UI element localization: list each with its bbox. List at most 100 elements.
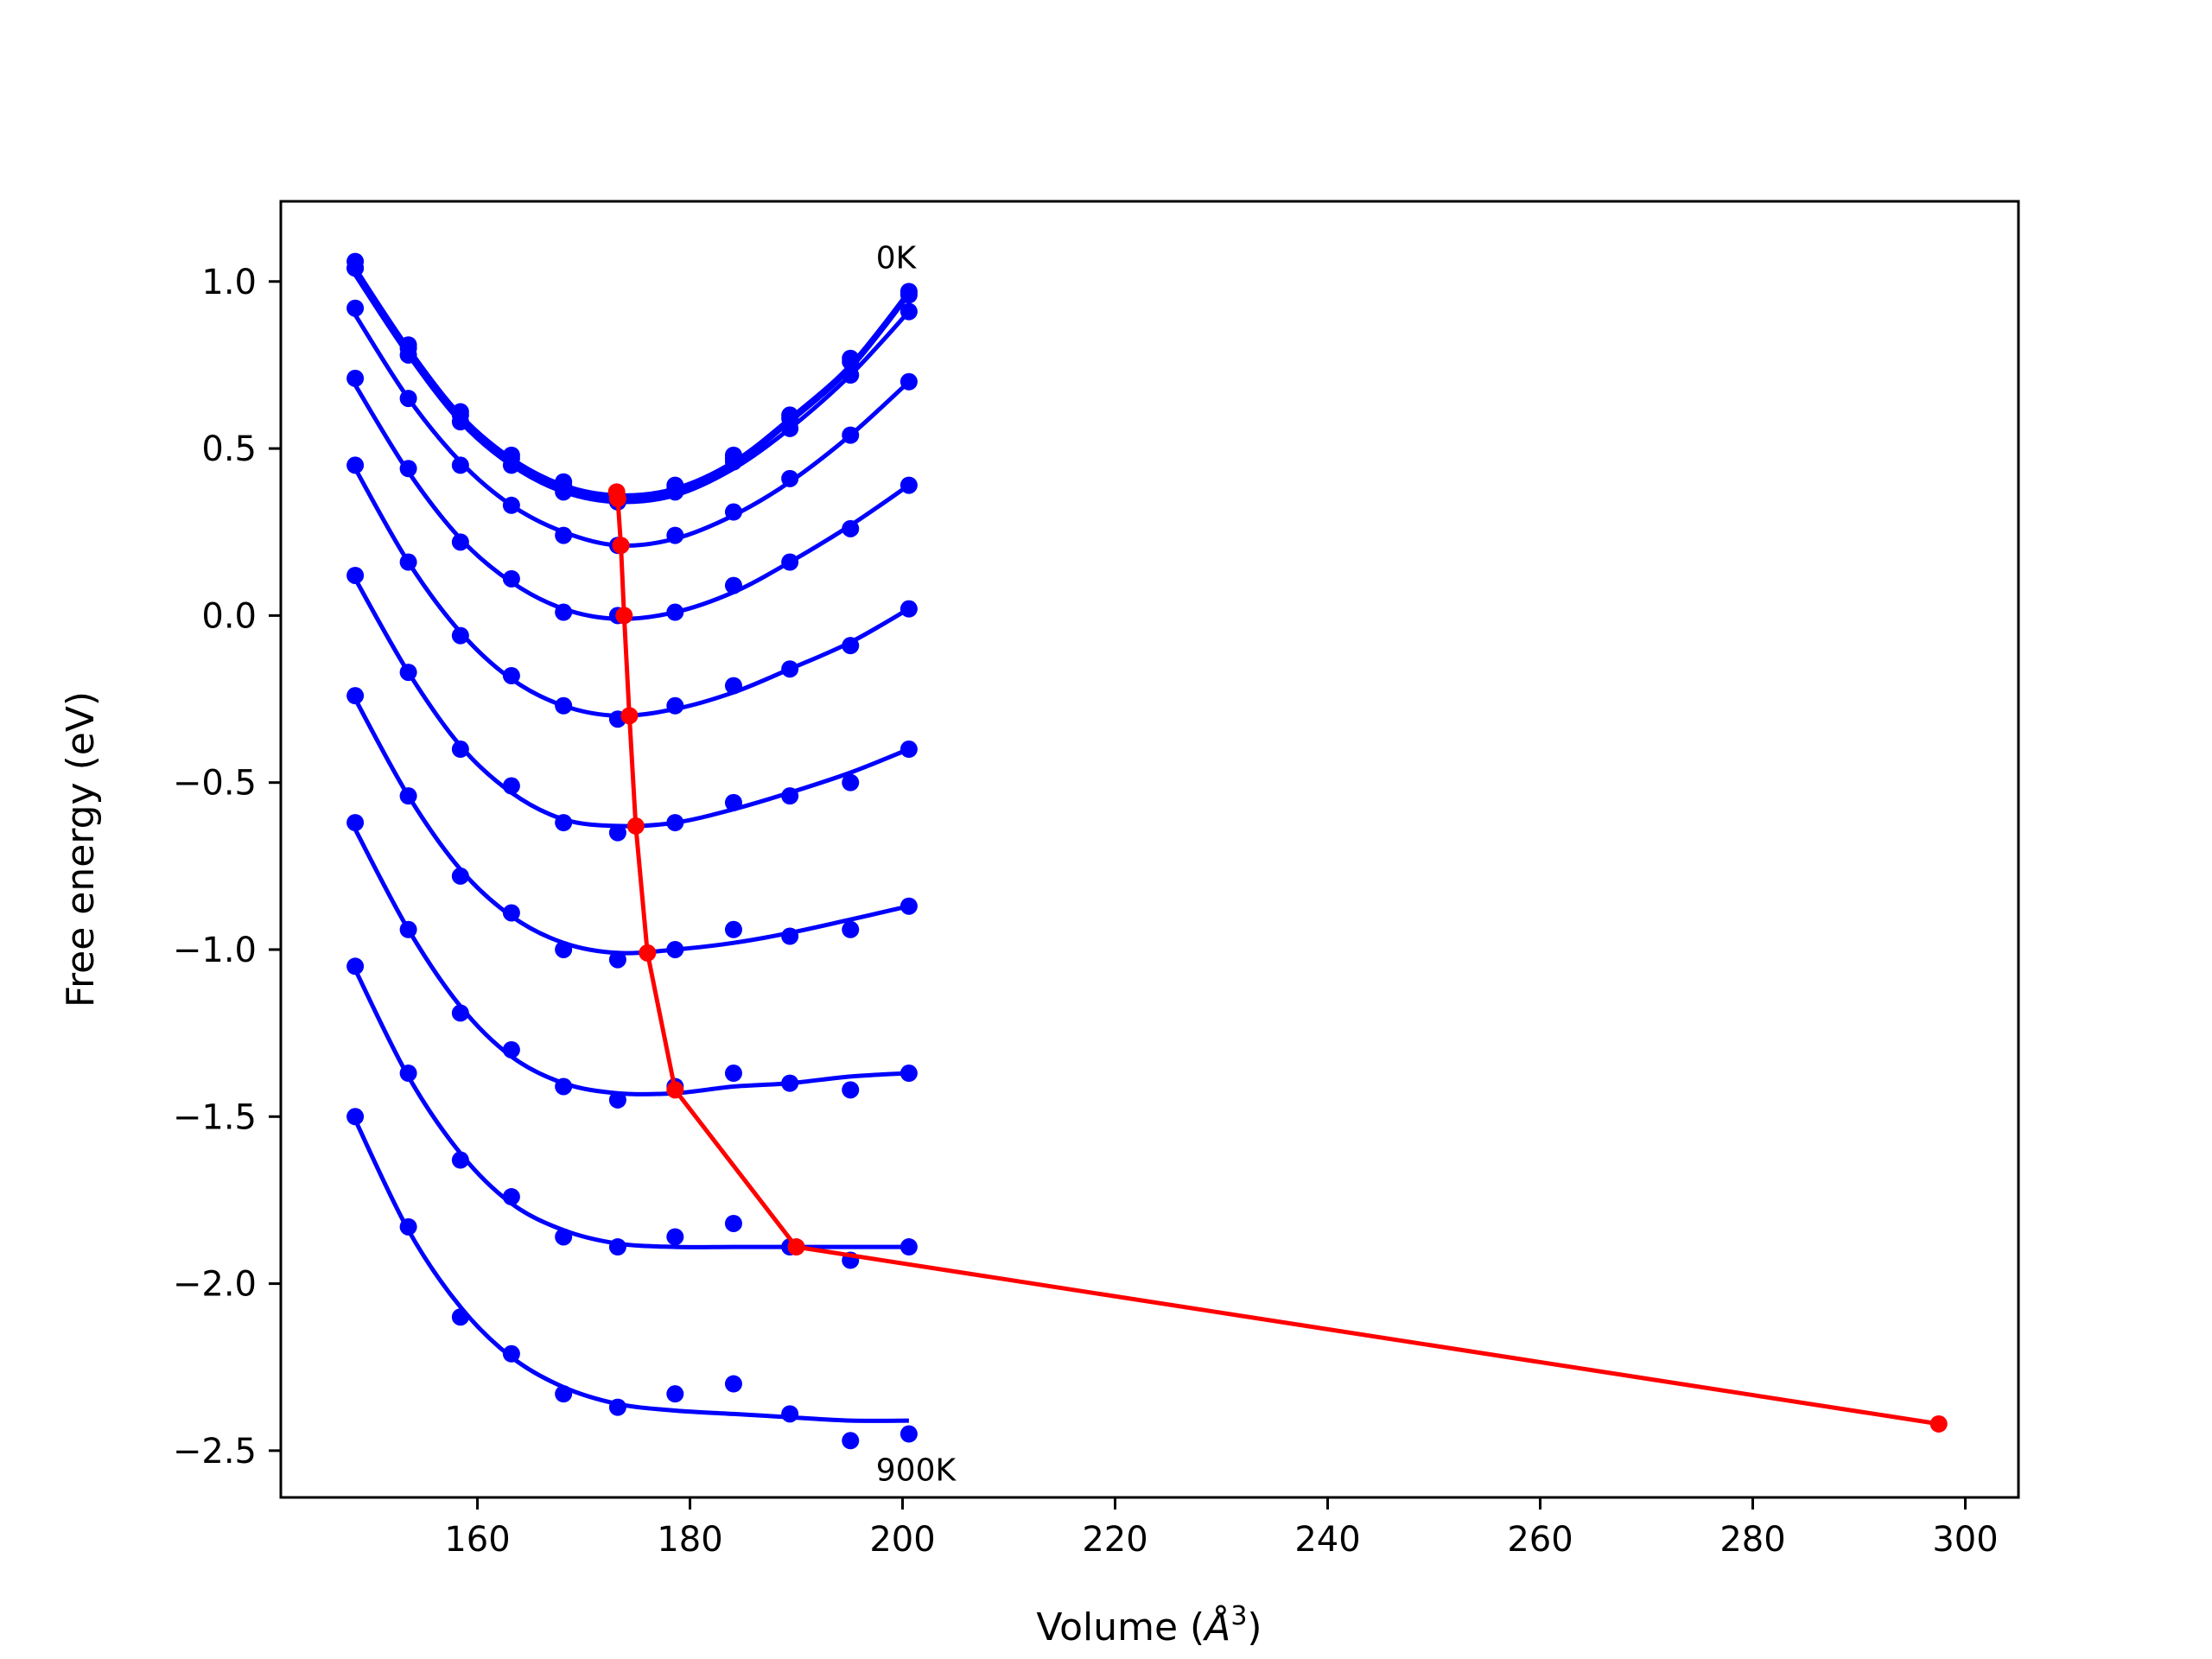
y-tick-label: −2.5 bbox=[173, 1432, 257, 1471]
data-point bbox=[724, 677, 742, 695]
fit-curve-9 bbox=[353, 828, 910, 1096]
fit-curve-8 bbox=[353, 697, 910, 956]
y-axis-label: Free energy (eV) bbox=[59, 691, 103, 1007]
data-point bbox=[555, 1077, 573, 1096]
fit-curve-7 bbox=[353, 577, 910, 829]
data-points bbox=[346, 252, 918, 1450]
minimum-point bbox=[620, 707, 639, 725]
data-point bbox=[666, 1385, 684, 1403]
data-point bbox=[399, 553, 417, 571]
data-point bbox=[451, 413, 469, 431]
data-point bbox=[842, 773, 860, 791]
data-point bbox=[724, 576, 742, 594]
data-point bbox=[781, 469, 799, 487]
data-point bbox=[899, 302, 918, 321]
data-point bbox=[346, 369, 365, 387]
data-point bbox=[346, 456, 365, 474]
data-point bbox=[724, 503, 742, 521]
data-point bbox=[666, 483, 684, 501]
data-point bbox=[502, 496, 520, 514]
data-point bbox=[502, 904, 520, 922]
data-point bbox=[451, 741, 469, 759]
data-point bbox=[502, 1188, 520, 1206]
data-point bbox=[724, 793, 742, 811]
data-point bbox=[781, 660, 799, 678]
data-point bbox=[608, 1398, 626, 1416]
data-point bbox=[842, 519, 860, 537]
x-tick-label: 280 bbox=[1719, 1520, 1785, 1560]
data-point bbox=[781, 1405, 799, 1423]
data-point bbox=[555, 696, 573, 715]
data-point bbox=[451, 1004, 469, 1022]
data-point bbox=[724, 1375, 742, 1393]
data-point bbox=[502, 1344, 520, 1363]
y-tick-label: −1.5 bbox=[173, 1097, 257, 1137]
data-point bbox=[399, 460, 417, 478]
annotation-label: 900K bbox=[876, 1453, 957, 1489]
data-point bbox=[451, 1151, 469, 1169]
data-point bbox=[399, 1065, 417, 1083]
data-point bbox=[842, 426, 860, 444]
data-point bbox=[724, 920, 742, 938]
data-point bbox=[346, 566, 365, 584]
data-point bbox=[608, 950, 626, 969]
data-point bbox=[899, 741, 918, 759]
data-point bbox=[399, 787, 417, 805]
minimum-path bbox=[607, 483, 1948, 1433]
data-point bbox=[899, 476, 918, 494]
annotation-label: 0K bbox=[876, 240, 918, 276]
data-point bbox=[608, 1238, 626, 1256]
data-point bbox=[781, 927, 799, 945]
data-point bbox=[724, 1065, 742, 1083]
data-point bbox=[666, 696, 684, 715]
data-point bbox=[899, 897, 918, 915]
data-point bbox=[555, 483, 573, 501]
data-point bbox=[346, 687, 365, 705]
data-point bbox=[555, 1228, 573, 1246]
minimum-point bbox=[639, 944, 657, 962]
data-point bbox=[724, 453, 742, 471]
y-tick-label: −2.0 bbox=[173, 1265, 257, 1305]
data-point bbox=[502, 666, 520, 684]
y-tick-label: −0.5 bbox=[173, 764, 257, 804]
fit-curve-11 bbox=[353, 1119, 909, 1423]
data-point bbox=[899, 286, 918, 304]
data-point bbox=[451, 456, 469, 474]
data-point bbox=[842, 353, 860, 371]
data-point bbox=[451, 1308, 469, 1326]
data-point bbox=[666, 603, 684, 621]
x-axis-label: Volume (Å3) bbox=[1036, 1601, 1262, 1649]
data-point bbox=[399, 346, 417, 364]
plot-frame bbox=[279, 200, 2020, 1499]
annotations: 0K 900K bbox=[876, 240, 957, 1488]
data-point bbox=[781, 1074, 799, 1092]
data-point bbox=[899, 1065, 918, 1083]
minimum-point bbox=[615, 607, 633, 625]
x-tick-label: 240 bbox=[1294, 1520, 1360, 1560]
data-point bbox=[666, 526, 684, 544]
y-tick-label: 0.0 bbox=[201, 596, 257, 636]
y-tick-label: 1.0 bbox=[201, 263, 257, 302]
x-tick-label: 300 bbox=[1932, 1520, 1998, 1560]
y-tick-label: −1.0 bbox=[173, 931, 257, 970]
minimum-point bbox=[1929, 1414, 1948, 1433]
x-tick-label: 260 bbox=[1507, 1520, 1573, 1560]
data-point bbox=[399, 390, 417, 408]
data-point bbox=[608, 1090, 626, 1109]
data-point bbox=[842, 366, 860, 385]
minimum-point bbox=[612, 537, 630, 555]
data-point bbox=[555, 940, 573, 958]
data-point bbox=[555, 526, 573, 544]
data-point bbox=[451, 533, 469, 551]
x-tick-label: 180 bbox=[657, 1520, 722, 1560]
data-point bbox=[781, 419, 799, 437]
data-point bbox=[724, 1214, 742, 1232]
data-point bbox=[842, 1081, 860, 1099]
data-point bbox=[399, 920, 417, 938]
minimum-path-line bbox=[614, 491, 1940, 1427]
data-point bbox=[346, 259, 365, 277]
data-point bbox=[666, 940, 684, 958]
data-point bbox=[502, 456, 520, 474]
data-point bbox=[555, 814, 573, 832]
